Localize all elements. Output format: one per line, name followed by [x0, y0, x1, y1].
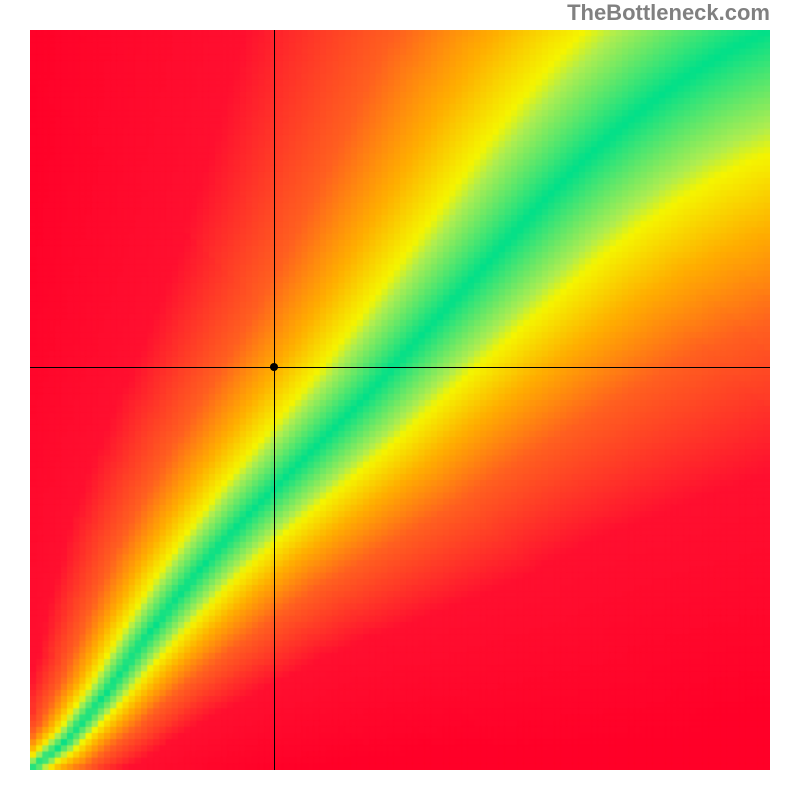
chart-container: TheBottleneck.com: [0, 0, 800, 800]
attribution-text: TheBottleneck.com: [567, 0, 770, 26]
crosshair-vertical: [274, 30, 275, 770]
crosshair-horizontal: [30, 367, 770, 368]
heatmap-plot: [30, 30, 770, 770]
marker-point: [270, 363, 278, 371]
heatmap-canvas: [30, 30, 770, 770]
